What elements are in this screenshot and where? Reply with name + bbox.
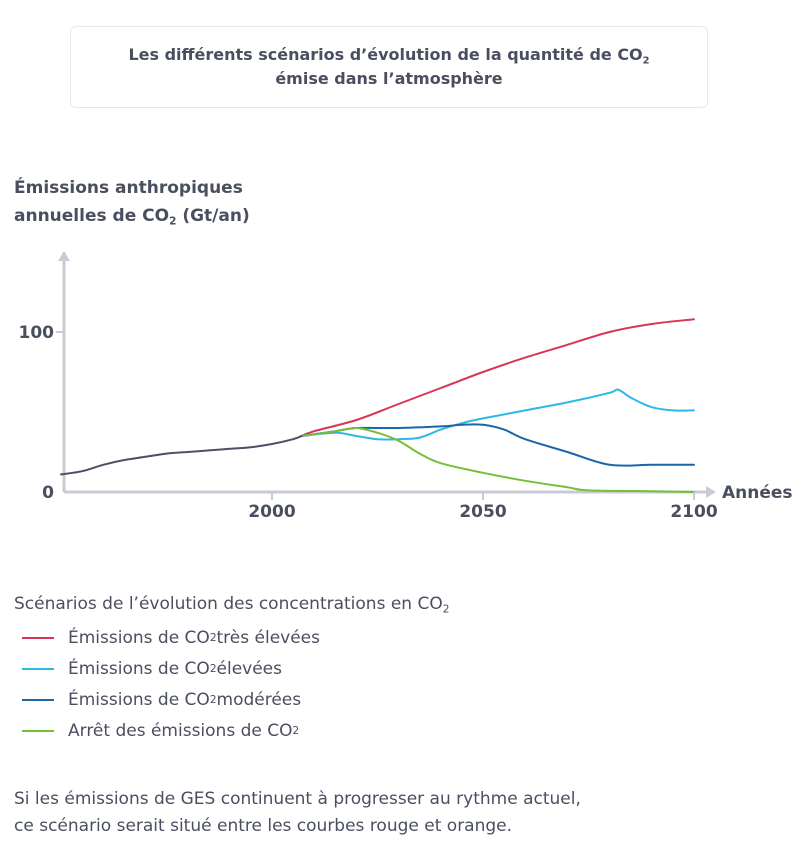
chart-series	[60, 318, 695, 493]
legend-swatch-red	[22, 636, 54, 639]
series-line-red	[300, 318, 695, 437]
x-axis-arrow	[706, 486, 716, 498]
x-axis-label: Années	[722, 483, 793, 503]
legend-item-tres-elevees: Émissions de CO 2 très élevées	[14, 622, 449, 653]
x-tick-label: 2100	[670, 502, 717, 522]
scenario-note: Si les émissions de GES continuent à pro…	[14, 789, 581, 836]
chart-title-line-2: émise dans l’atmosphère	[275, 69, 503, 88]
y-axis-arrow	[58, 251, 70, 261]
legend-item-elevees: Émissions de CO 2 élevées	[14, 653, 449, 684]
x-tick-label: 2000	[248, 502, 295, 522]
y-tick-label: 100	[19, 323, 55, 343]
y-axis-label: Émissions anthropiques annuelles de CO2 …	[14, 178, 250, 228]
chart-title-line-1: Les différents scénarios d’évolution de …	[128, 45, 650, 67]
series-line-blue	[300, 423, 695, 467]
y-tick-label: 0	[42, 483, 54, 503]
chart-title-box: Les différents scénarios d’évolution de …	[70, 26, 708, 108]
legend-swatch-blue	[22, 698, 54, 701]
legend-item-moderees: Émissions de CO 2 modérées	[14, 684, 449, 715]
series-line-cyan	[300, 388, 695, 441]
series-line-green	[300, 426, 695, 493]
chart-axes	[58, 251, 716, 498]
legend-swatch-green	[22, 729, 54, 732]
x-tick-label: 2050	[459, 502, 506, 522]
series-line-historical	[60, 435, 303, 476]
legend-swatch-cyan	[22, 667, 54, 670]
legend-title: Scénarios de l’évolution des concentrati…	[14, 594, 450, 616]
legend: Scénarios de l’évolution des concentrati…	[14, 594, 449, 746]
legend-item-arret: Arrêt des émissions de CO 2	[14, 715, 449, 746]
